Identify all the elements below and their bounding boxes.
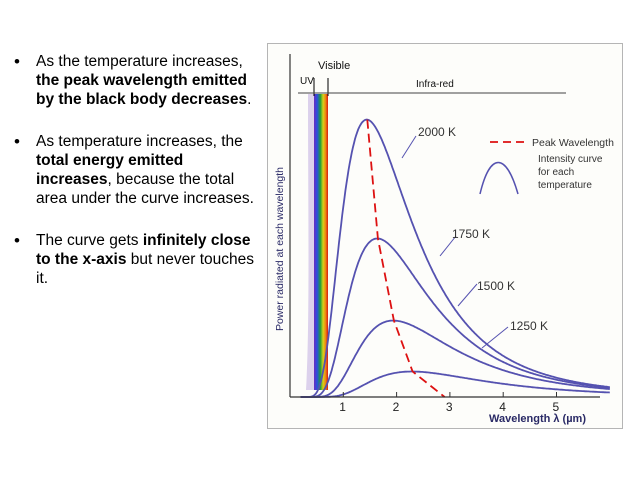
x-tick-label: 4 (499, 400, 506, 414)
blackbody-figure: UV Visible Infra-red Power radiated at e… (267, 43, 623, 429)
legend-curve-swatch (479, 162, 519, 195)
x-tick-label: 3 (446, 400, 453, 414)
blackbody-chart: UV Visible Infra-red Power radiated at e… (274, 54, 614, 425)
curve-label-1250k: 1250 K (510, 319, 548, 333)
label-leader-1750k (439, 235, 457, 257)
legend-curve-line-3: temperature (538, 180, 592, 191)
legend: Peak Wavelength Intensity curve for each… (479, 137, 614, 195)
legend-peak-label: Peak Wavelength (532, 137, 614, 149)
x-tick-group: 1 2 3 4 5 (339, 392, 560, 414)
curve-label-1500k: 1500 K (477, 279, 515, 293)
y-axis-label: Power radiated at each wavelength (274, 167, 286, 331)
curve-1250k (300, 370, 610, 398)
curve-labels: 2000 K 1750 K 1500 K 1250 K (401, 125, 548, 349)
curve-2000k (300, 118, 610, 398)
legend-curve-line-2: for each (538, 167, 574, 178)
bullet-item-total-energy: • As temperature increases, the total en… (14, 132, 254, 207)
curve-1750k (300, 237, 610, 398)
label-leader-1250k (481, 326, 509, 349)
legend-curve-line-1: Intensity curve (538, 154, 603, 165)
bullet-item-x-axis: • The curve gets infinitely close to the… (14, 231, 254, 287)
bullet-dot-icon: • (14, 231, 20, 250)
temperature-curves (300, 118, 610, 398)
curve-label-2000k: 2000 K (418, 125, 456, 139)
bullet-item-peak-wavelength: • As the temperature increases, the peak… (14, 52, 252, 108)
bullet-list: • As the temperature increases, the peak… (10, 52, 262, 311)
label-leader-1500k (457, 283, 478, 307)
label-leader-2000k (401, 135, 417, 159)
curve-label-1750k: 1750 K (452, 227, 490, 241)
x-tick-label: 2 (393, 400, 400, 414)
spectrum-band (306, 94, 328, 390)
visible-label: Visible (318, 60, 350, 72)
uv-label: UV (300, 76, 314, 87)
curve-1500k (300, 319, 610, 398)
bullet-dot-icon: • (14, 132, 20, 151)
bullet-dot-icon: • (14, 52, 20, 71)
x-axis-label: Wavelength λ (µm) (489, 413, 586, 425)
infrared-label: Infra-red (416, 79, 454, 90)
peak-wavelength-line (366, 119, 446, 398)
x-tick-label: 5 (553, 400, 560, 414)
x-tick-label: 1 (339, 400, 346, 414)
